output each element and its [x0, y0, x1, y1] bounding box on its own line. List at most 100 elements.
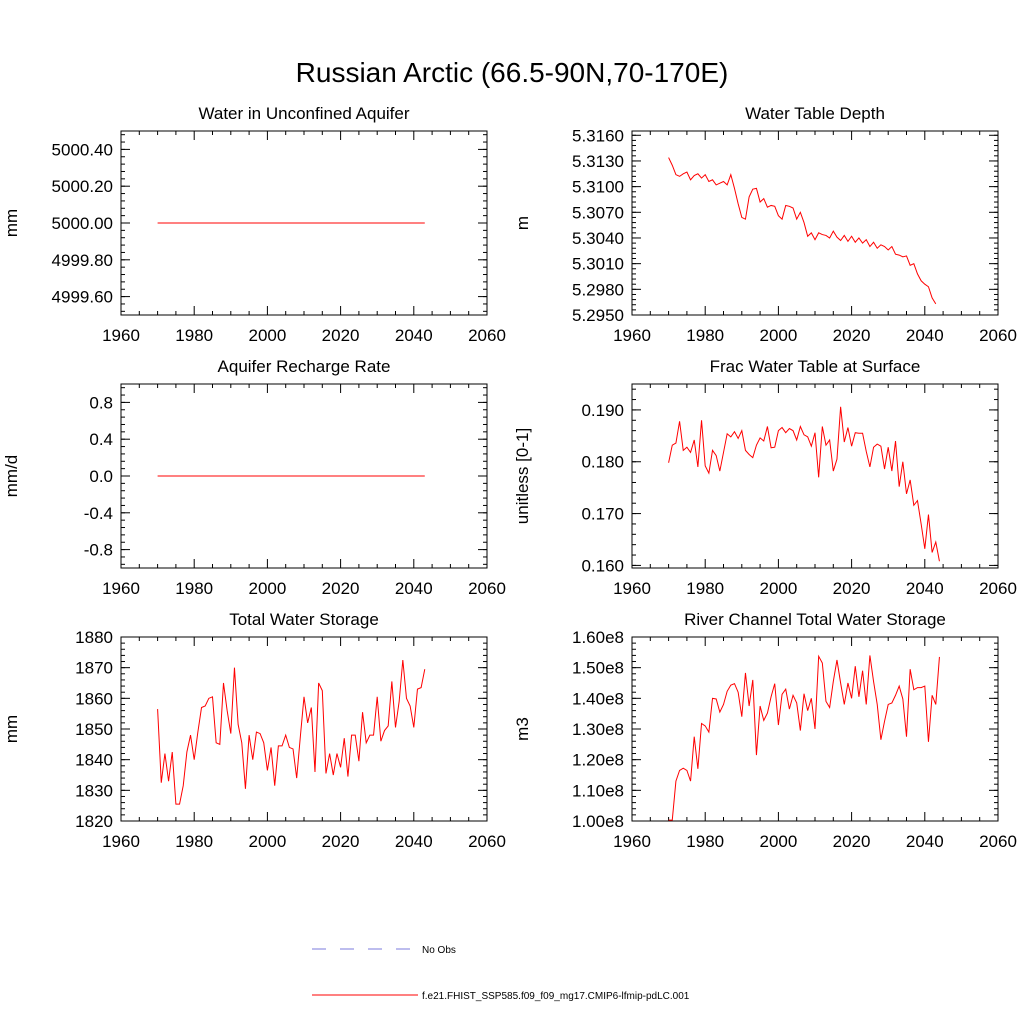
y-tick-label: 0.4: [89, 430, 113, 449]
y-tick-label: 1.40e8: [572, 689, 624, 708]
chart-panel-2: Water Table Depth m 1960 1980 2000 2020 2040 20…: [513, 104, 1017, 345]
x-tick-label: 2020: [322, 832, 360, 851]
y-tick-label: 0.0: [89, 467, 113, 486]
x-tick-label: 2040: [906, 832, 944, 851]
y-tick-label: 1820: [75, 812, 113, 831]
y-axis-label: mm/d: [2, 455, 21, 498]
x-tick-label: 2000: [759, 579, 797, 598]
y-tick-label: 1.30e8: [572, 720, 624, 739]
plot-frame: [631, 130, 999, 316]
series-line: [157, 659, 426, 805]
y-tick-label: 1880: [75, 628, 113, 647]
y-axis-label: mm: [2, 715, 21, 743]
x-tick-label: 1980: [175, 832, 213, 851]
chart-title: Aquifer Recharge Rate: [218, 357, 391, 376]
y-axis-label: m3: [513, 717, 532, 741]
plot-frame: [120, 636, 488, 822]
y-tick-label: 1.10e8: [572, 781, 624, 800]
x-tick-label: 2000: [759, 326, 797, 345]
series-line: [668, 654, 940, 821]
y-axis-label: m: [513, 216, 532, 230]
y-tick-label: 5000.20: [52, 177, 113, 196]
y-tick-label: 5000.00: [52, 214, 113, 233]
chart-title: Frac Water Table at Surface: [710, 357, 921, 376]
x-tick-label: 2000: [248, 326, 286, 345]
x-tick-label: 2020: [833, 832, 871, 851]
y-axis-label: mm: [2, 209, 21, 237]
x-tick-label: 1960: [102, 832, 140, 851]
x-tick-label: 2060: [979, 832, 1017, 851]
y-tick-label: 4999.60: [52, 288, 113, 307]
y-tick-label: 5.2950: [572, 306, 624, 325]
y-tick-label: 5.3100: [572, 178, 624, 197]
x-tick-label: 2000: [759, 832, 797, 851]
chart-title: River Channel Total Water Storage: [684, 610, 946, 629]
plot-frame: [631, 383, 999, 569]
x-tick-label: 1960: [102, 579, 140, 598]
chart-panel-5: Total Water Storage mm 1960 1980 2000 2020 204…: [2, 610, 506, 851]
x-tick-label: 2060: [979, 579, 1017, 598]
figure-title: Russian Arctic (66.5-90N,70-170E): [296, 57, 729, 88]
chart-title: Total Water Storage: [229, 610, 379, 629]
y-tick-label: -0.4: [84, 504, 113, 523]
x-tick-label: 1980: [686, 579, 724, 598]
y-tick-label: 5.3010: [572, 255, 624, 274]
y-tick-label: 5.2980: [572, 280, 624, 299]
y-tick-label: 1.50e8: [572, 659, 624, 678]
x-tick-label: 1980: [175, 579, 213, 598]
y-tick-label: 1.60e8: [572, 628, 624, 647]
y-tick-label: 5000.40: [52, 140, 113, 159]
x-tick-label: 2040: [906, 579, 944, 598]
x-tick-label: 2060: [979, 326, 1017, 345]
series-line: [668, 406, 940, 562]
legend-label-model: f.e21.FHIST_SSP585.f09_f09_mg17.CMIP6-lf…: [422, 991, 690, 1002]
x-tick-label: 2020: [322, 579, 360, 598]
x-tick-label: 2040: [395, 326, 433, 345]
x-tick-label: 1960: [613, 579, 651, 598]
y-tick-label: 0.160: [581, 556, 624, 575]
legend: No Obs f.e21.FHIST_SSP585.f09_f09_mg17.C…: [312, 945, 690, 1002]
y-tick-label: 1850: [75, 720, 113, 739]
panels: Water in Unconfined Aquifer mm 1960 1980 200…: [2, 104, 1017, 851]
y-tick-label: -0.8: [84, 541, 113, 560]
chart-title: Water in Unconfined Aquifer: [198, 104, 409, 123]
chart-panel-4: Frac Water Table at Surface unitless [0-1…: [513, 357, 1017, 598]
x-tick-label: 1980: [686, 832, 724, 851]
y-tick-label: 1870: [75, 659, 113, 678]
x-tick-label: 1960: [102, 326, 140, 345]
x-tick-label: 2000: [248, 579, 286, 598]
y-tick-label: 1860: [75, 689, 113, 708]
y-tick-label: 0.170: [581, 505, 624, 524]
x-tick-label: 2020: [322, 326, 360, 345]
chart-panel-1: Water in Unconfined Aquifer mm 1960 1980 200…: [2, 104, 506, 345]
chart-title: Water Table Depth: [745, 104, 885, 123]
y-tick-label: 4999.80: [52, 251, 113, 270]
x-tick-label: 2060: [468, 579, 506, 598]
y-tick-label: 1830: [75, 781, 113, 800]
x-tick-label: 2040: [395, 579, 433, 598]
series-line: [668, 157, 937, 305]
x-tick-label: 2060: [468, 832, 506, 851]
y-tick-label: 5.3070: [572, 203, 624, 222]
y-tick-label: 5.3130: [572, 152, 624, 171]
y-axis-label: unitless [0-1]: [513, 428, 532, 524]
x-tick-label: 2060: [468, 326, 506, 345]
x-tick-label: 2040: [906, 326, 944, 345]
x-tick-label: 1960: [613, 326, 651, 345]
legend-label-no-obs: No Obs: [422, 945, 456, 956]
y-tick-label: 5.3160: [572, 126, 624, 145]
y-tick-label: 1.00e8: [572, 812, 624, 831]
x-tick-label: 2040: [395, 832, 433, 851]
y-tick-label: 0.180: [581, 453, 624, 472]
y-tick-label: 5.3040: [572, 229, 624, 248]
y-tick-label: 1.20e8: [572, 751, 624, 770]
chart-panel-3: Aquifer Recharge Rate mm/d 1960 1980 2000 202…: [2, 357, 506, 598]
x-tick-label: 2000: [248, 832, 286, 851]
y-tick-label: 1840: [75, 751, 113, 770]
x-tick-label: 2020: [833, 579, 871, 598]
y-tick-label: 0.190: [581, 401, 624, 420]
x-tick-label: 2020: [833, 326, 871, 345]
x-tick-label: 1980: [686, 326, 724, 345]
